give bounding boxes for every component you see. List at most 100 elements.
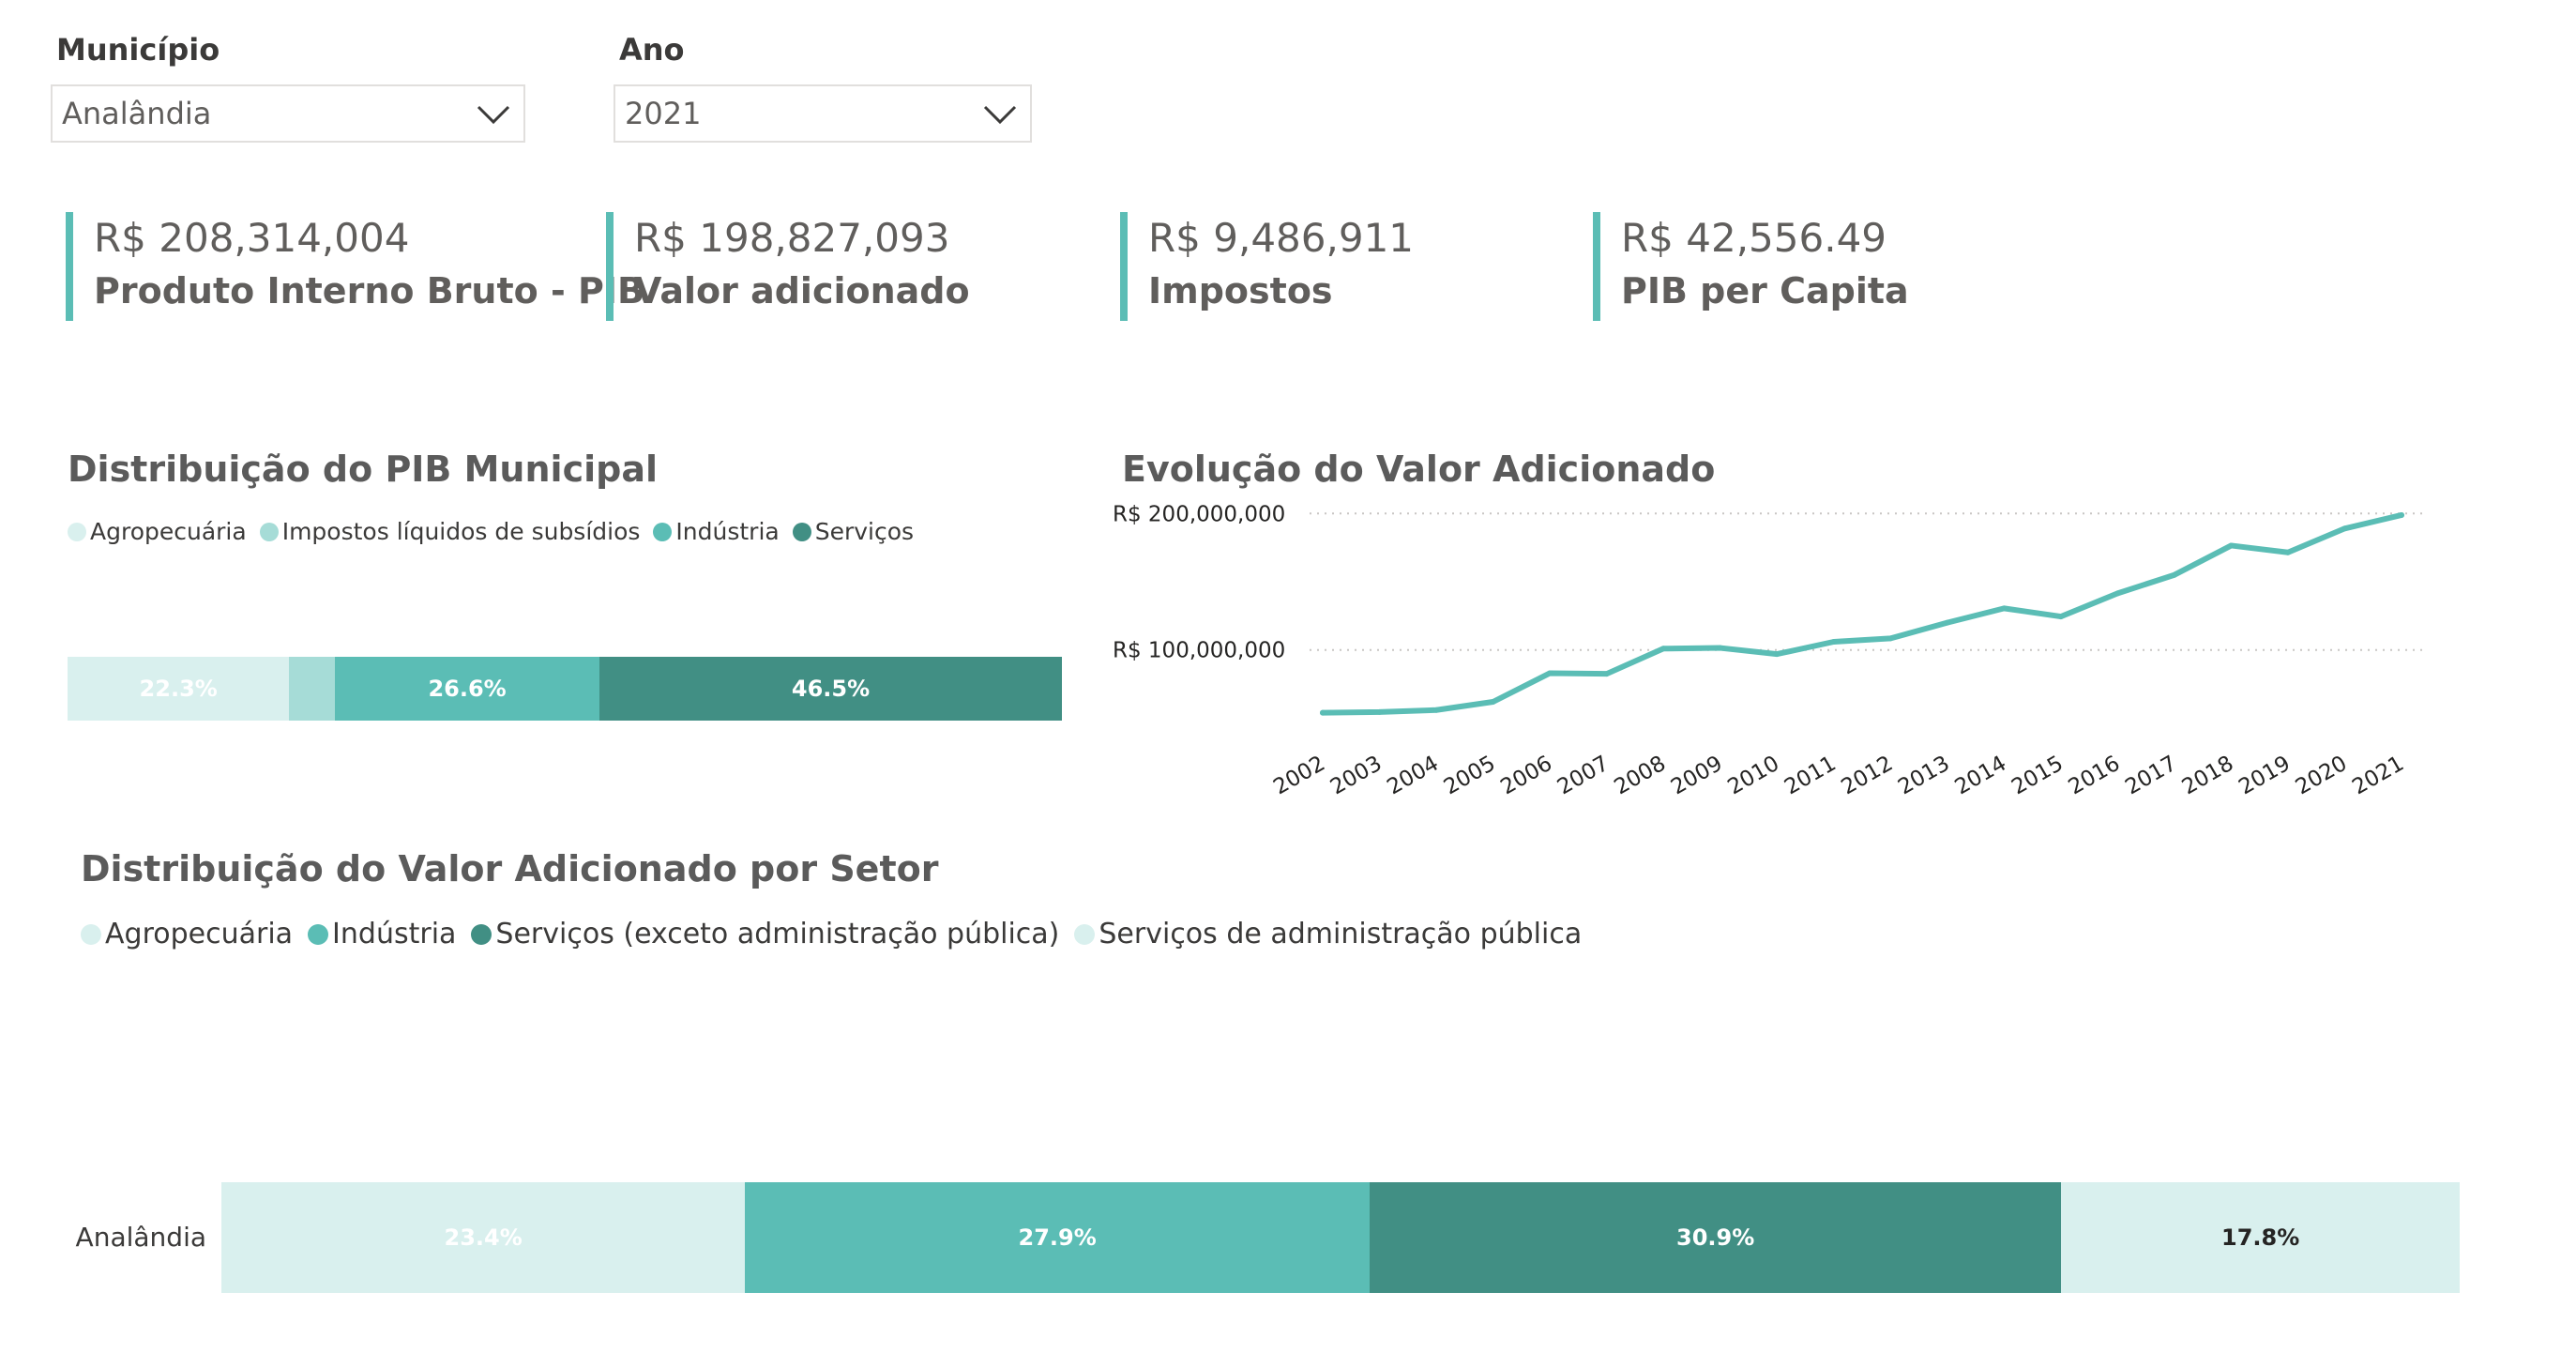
data-label: 46.5% <box>791 676 871 702</box>
data-point[interactable] <box>2341 525 2348 532</box>
ano-selected-value: 2021 <box>625 96 702 131</box>
x-tick-label: 2003 <box>1326 752 1386 798</box>
legend-item-servicos[interactable]: Serviços <box>792 518 915 545</box>
data-point[interactable] <box>1320 709 1326 716</box>
legend-item-agropecuaria[interactable]: Agropecuária <box>68 518 247 545</box>
legend-dot-icon <box>653 522 673 541</box>
valor-adicionado-line-chart: R$ 100,000,000 R$ 200,000,000 200220032004… <box>1113 502 2426 798</box>
data-point[interactable] <box>2399 511 2404 518</box>
bar-segment-impostos-liquidos-de-subsidios[interactable] <box>289 657 336 721</box>
x-tick-label: 2008 <box>1610 752 1670 798</box>
x-tick-label: 2006 <box>1496 752 1556 798</box>
data-point[interactable] <box>1376 708 1383 715</box>
legend-item-industria[interactable]: Indústria <box>308 918 456 950</box>
municipio-dropdown[interactable]: Analândia <box>51 84 525 143</box>
x-tick-label: 2021 <box>2348 752 2408 798</box>
data-label: 30.9% <box>1676 1224 1755 1251</box>
kpi-card-pib: R$ 208,314,004 Produto Interno Bruto - P… <box>66 212 644 321</box>
legend-label: Serviços <box>814 518 915 545</box>
bar-segment-industria[interactable]: 26.6% <box>335 657 600 721</box>
legend-label: Agropecuária <box>90 518 247 545</box>
valor-adicionado-title: Evolução do Valor Adicionado <box>1122 448 1716 490</box>
kpi-label: PIB per Capita <box>1621 270 1909 312</box>
x-tick-label: 2015 <box>2008 752 2068 798</box>
chevron-down-icon[interactable] <box>477 99 510 128</box>
va-by-sector-bar: 23.4% 27.9% 30.9% 17.8% <box>221 1182 2460 1293</box>
legend-item-agropecuaria[interactable]: Agropecuária <box>81 918 293 950</box>
bar-segment-agropecuaria[interactable]: 23.4% <box>221 1182 746 1293</box>
legend-dot-icon <box>308 923 329 945</box>
bar-segment-servicos[interactable]: 46.5% <box>599 657 1062 721</box>
data-point[interactable] <box>2001 605 2008 612</box>
x-tick-label: 2019 <box>2235 752 2295 798</box>
legend-label: Impostos líquidos de subsídios <box>281 518 641 545</box>
data-point[interactable] <box>1830 639 1837 645</box>
ano-dropdown[interactable]: 2021 <box>614 84 1032 143</box>
x-tick-label: 2007 <box>1553 752 1614 798</box>
x-tick-label: 2020 <box>2292 752 2352 798</box>
data-point[interactable] <box>1774 651 1780 658</box>
kpi-value: R$ 208,314,004 <box>94 215 410 261</box>
data-point[interactable] <box>2114 590 2121 597</box>
va-by-sector-title: Distribuição do Valor Adicionado por Set… <box>81 848 939 889</box>
legend-label: Serviços (exceto administração pública) <box>495 918 1060 950</box>
legend-label: Serviços de administração pública <box>1099 918 1583 950</box>
legend-item-industria[interactable]: Indústria <box>653 518 780 545</box>
kpi-value: R$ 42,556.49 <box>1621 215 1887 261</box>
kpi-card-valor-adicionado: R$ 198,827,093 Valor adicionado <box>606 212 970 321</box>
data-point[interactable] <box>1660 646 1667 652</box>
legend-item-servicos-exceto-administracao-publica[interactable]: Serviços (exceto administração pública) <box>471 918 1059 950</box>
data-point[interactable] <box>1547 670 1553 676</box>
ano-filter-label: Ano <box>619 32 685 68</box>
legend-dot-icon <box>68 522 86 541</box>
kpi-label: Produto Interno Bruto - PIB <box>94 270 644 312</box>
bar-segment-agropecuaria[interactable]: 22.3% <box>68 657 290 721</box>
pib-distribution-legend: Agropecuária Impostos líquidos de subsídi… <box>68 518 914 545</box>
data-label: 27.9% <box>1018 1224 1097 1251</box>
x-tick-label: 2016 <box>2065 752 2125 798</box>
pib-distribution-bar: 22.3% 26.6% 46.5% <box>68 657 1062 721</box>
kpi-card-impostos: R$ 9,486,911 Impostos <box>1120 212 1414 321</box>
data-point[interactable] <box>2284 549 2291 555</box>
data-point[interactable] <box>1944 619 1950 626</box>
x-tick-label: 2014 <box>1951 752 2011 798</box>
kpi-label: Impostos <box>1148 270 1333 312</box>
data-point[interactable] <box>2228 542 2235 549</box>
kpi-card-pib-per-capita: R$ 42,556.49 PIB per Capita <box>1593 212 1909 321</box>
municipio-filter-label: Município <box>56 32 220 68</box>
x-tick-label: 2011 <box>1780 752 1841 798</box>
data-label: 23.4% <box>444 1224 523 1251</box>
data-point[interactable] <box>1887 635 1894 642</box>
legend-dot-icon <box>1074 923 1096 945</box>
legend-label: Indústria <box>332 918 457 950</box>
y-tick-label: R$ 100,000,000 <box>1113 639 1285 663</box>
legend-item-impostos-liquidos-de-subsidios[interactable]: Impostos líquidos de subsídios <box>259 518 641 545</box>
data-label: 26.6% <box>428 676 507 702</box>
x-tick-label: 2017 <box>2121 752 2181 798</box>
bar-segment-industria[interactable]: 27.9% <box>745 1182 1370 1293</box>
x-tick-label: 2005 <box>1440 752 1500 798</box>
data-point[interactable] <box>2171 571 2177 578</box>
data-point[interactable] <box>1603 671 1610 677</box>
data-label: 22.3% <box>139 676 218 702</box>
legend-item-servicos-de-administracao-publica[interactable]: Serviços de administração pública <box>1074 918 1582 950</box>
x-tick-label: 2002 <box>1269 752 1329 798</box>
legend-dot-icon <box>792 522 811 541</box>
series-line-valor-adicionado[interactable] <box>1320 511 2404 716</box>
bar-segment-servicos-de-administracao-publica[interactable]: 17.8% <box>2061 1182 2460 1293</box>
x-tick-label: 2009 <box>1667 752 1727 798</box>
category-label-analandia: Analândia <box>75 1222 206 1253</box>
y-tick-label: R$ 200,000,000 <box>1113 502 1285 526</box>
legend-label: Agropecuária <box>105 918 294 950</box>
x-tick-label: 2013 <box>1894 752 1954 798</box>
data-point[interactable] <box>1433 707 1440 713</box>
data-point[interactable] <box>1490 699 1496 705</box>
legend-dot-icon <box>259 522 279 541</box>
bar-segment-servicos-exceto-administracao-publica[interactable]: 30.9% <box>1370 1182 2062 1293</box>
data-point[interactable] <box>1717 645 1723 651</box>
data-point[interactable] <box>2057 614 2064 620</box>
legend-dot-icon <box>471 923 492 945</box>
x-tick-label: 2018 <box>2178 752 2238 798</box>
chevron-down-icon[interactable] <box>983 99 1017 128</box>
data-label: 17.8% <box>2221 1224 2300 1251</box>
